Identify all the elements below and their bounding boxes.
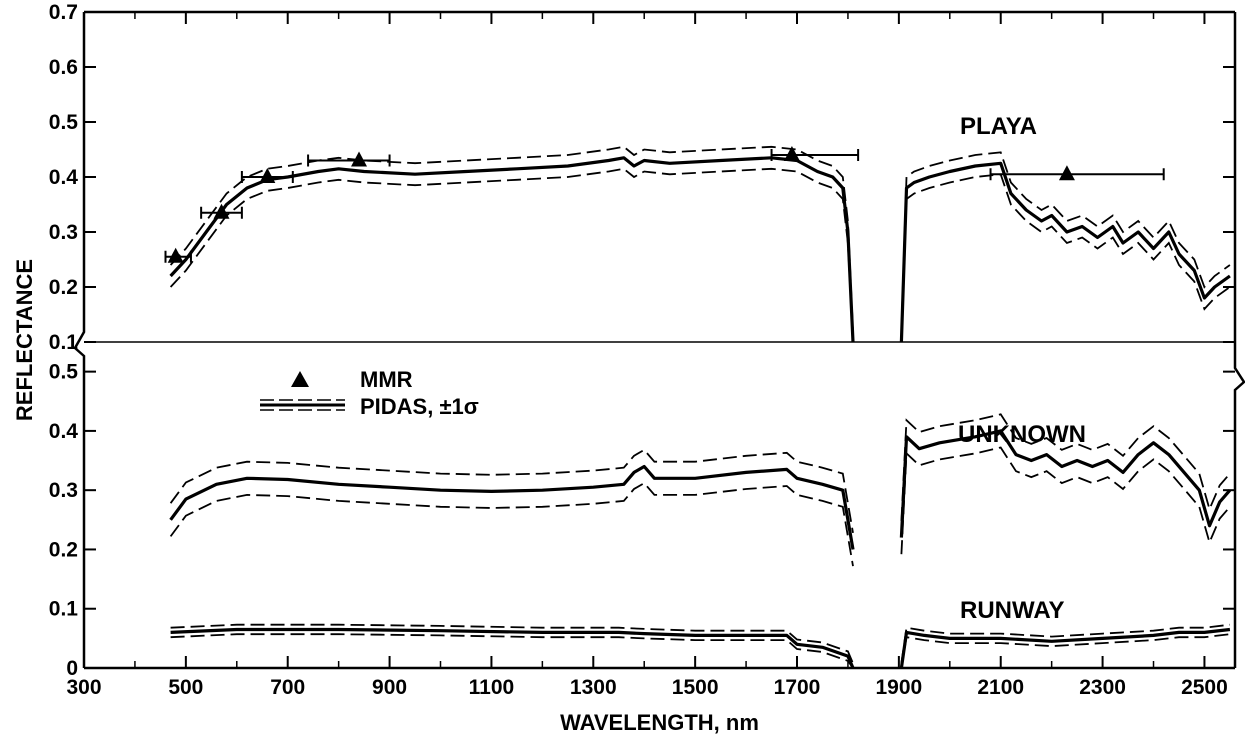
- y-tick-label: 0.5: [49, 111, 79, 134]
- x-tick-label: 1100: [469, 676, 515, 699]
- x-tick-label: 2500: [1181, 676, 1228, 699]
- mmr-triangle: [1058, 165, 1075, 181]
- y-tick-label: 0.4: [49, 420, 79, 443]
- series-lines: [169, 145, 1232, 669]
- x-tick-label: 2100: [977, 676, 1024, 699]
- y-axis-title: REFLECTANCE: [12, 259, 37, 421]
- x-tick-label: 900: [372, 676, 407, 699]
- chart-labels: 300 500 700 900 1100 1300 1500 1700 1900 2100 2300…: [12, 1, 1228, 735]
- sigma-lower-line: [900, 633, 1231, 669]
- y-tick-label: 0.3: [49, 479, 78, 502]
- frame-left-break: [73, 12, 86, 668]
- sigma-lower-line: [900, 173, 1231, 343]
- mmr-triangle: [213, 203, 230, 219]
- mmr-triangle: [167, 247, 184, 263]
- x-tick-label: 1900: [876, 676, 923, 699]
- y-tick-label: 0.3: [49, 221, 78, 244]
- x-tick-label: 700: [270, 676, 305, 699]
- sigma-lower-line: [170, 633, 854, 669]
- y-tick-label: 0.2: [49, 538, 78, 561]
- mmr-triangle: [351, 151, 368, 167]
- x-axis-title: WAVELENGTH, nm: [560, 710, 759, 735]
- sigma-upper-line: [900, 413, 1231, 522]
- legend-triangle: [291, 371, 309, 387]
- legend-label-mmr: MMR: [360, 367, 413, 392]
- sigma-lower-line: [900, 446, 1231, 555]
- mmr-triangle: [783, 146, 800, 161]
- pidas-mean-line: [169, 464, 855, 550]
- y-tick-label: 0.2: [49, 276, 78, 299]
- pidas-mean-line: [899, 429, 1232, 538]
- x-tick-label: 1300: [570, 676, 617, 699]
- pidas-mean-line: [170, 627, 855, 669]
- x-tick-label: 300: [66, 676, 101, 699]
- mmr-markers: [164, 146, 1165, 263]
- sigma-lower-line: [169, 481, 854, 567]
- sigma-lower-line: [169, 167, 854, 343]
- sigma-upper-line: [900, 151, 1231, 332]
- x-tick-label: 1700: [774, 676, 821, 699]
- y-tick-label: 0.1: [49, 331, 79, 354]
- axis-ticks: [83, 11, 1235, 669]
- series-label: RUNWAY: [960, 597, 1064, 624]
- pidas-mean-line: [169, 156, 855, 343]
- y-tick-label: 0.5: [49, 361, 79, 384]
- y-tick-label: 0: [66, 657, 78, 680]
- sigma-upper-line: [900, 623, 1231, 664]
- sigma-upper-line: [169, 145, 854, 332]
- series-label: UNKNOWN: [958, 421, 1086, 448]
- y-tick-label: 0.1: [49, 598, 79, 621]
- sigma-upper-line: [169, 448, 854, 534]
- plot-frame: [73, 10, 1245, 670]
- x-tick-label: 1500: [672, 676, 719, 699]
- pidas-mean-line: [899, 627, 1231, 669]
- pidas-mean-line: [899, 161, 1231, 343]
- frame-right-break: [1233, 12, 1245, 668]
- x-tick-label: 2300: [1079, 676, 1126, 699]
- series-label: PLAYA: [960, 113, 1037, 140]
- mmr-triangle: [259, 168, 276, 183]
- y-tick-label: 0.4: [49, 166, 79, 189]
- x-tick-label: 500: [168, 676, 203, 699]
- legend-label-pidas: PIDAS, ±1σ: [360, 394, 479, 419]
- y-tick-label: 0.6: [49, 56, 78, 79]
- y-tick-label: 0.7: [49, 1, 78, 24]
- sigma-upper-line: [170, 623, 854, 664]
